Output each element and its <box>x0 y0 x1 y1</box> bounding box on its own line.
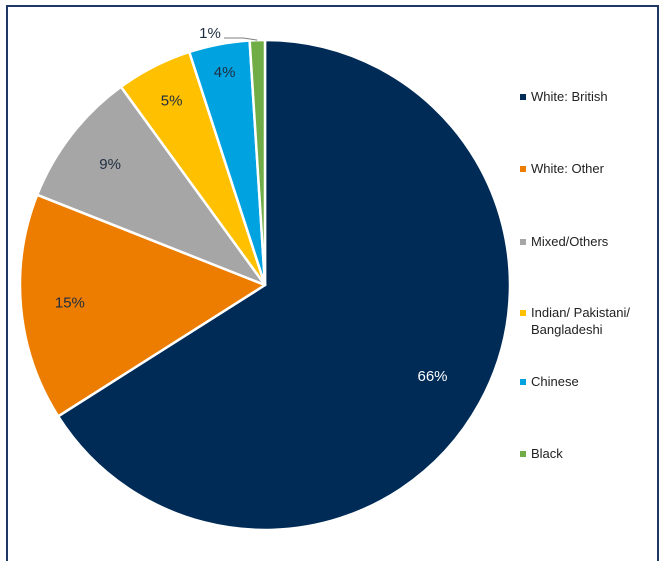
legend-label: Mixed/Others <box>531 234 609 249</box>
legend-item: Black <box>520 445 563 462</box>
legend-label: Indian/ Pakistani/ Bangladeshi <box>531 305 631 337</box>
slice-labels: 66% 15% 9% 5% 4% 1% <box>55 25 448 385</box>
legend-label: White: British <box>531 89 608 104</box>
slice-label: 4% <box>214 64 236 81</box>
legend-item: White: Other <box>520 160 604 177</box>
slice-label: 66% <box>417 368 447 385</box>
legend-label: Black <box>531 446 563 461</box>
legend-item: Mixed/Others <box>520 233 608 250</box>
legend-label: Chinese <box>531 374 579 389</box>
pie-slice <box>56 38 512 532</box>
legend-swatch <box>520 94 526 100</box>
slice-label: 5% <box>161 93 183 110</box>
legend-label: White: Other <box>531 161 604 176</box>
legend-item: Chinese <box>520 373 579 390</box>
pie-slice <box>248 38 267 287</box>
legend-item: Indian/ Pakistani/ Bangladeshi <box>520 304 660 338</box>
legend-swatch <box>520 166 526 172</box>
pie-slice <box>18 193 267 418</box>
leader-line <box>224 37 258 41</box>
chart-frame <box>6 5 659 561</box>
pie-slices <box>18 38 512 532</box>
slice-label: 1% <box>199 25 221 42</box>
pie-slice <box>35 85 267 287</box>
slice-label: 9% <box>99 156 121 173</box>
legend-swatch <box>520 451 526 457</box>
legend-swatch <box>520 379 526 385</box>
legend-swatch <box>520 310 526 316</box>
legend-item: White: British <box>520 88 608 105</box>
slice-label: 15% <box>55 294 85 311</box>
legend-swatch <box>520 239 526 245</box>
